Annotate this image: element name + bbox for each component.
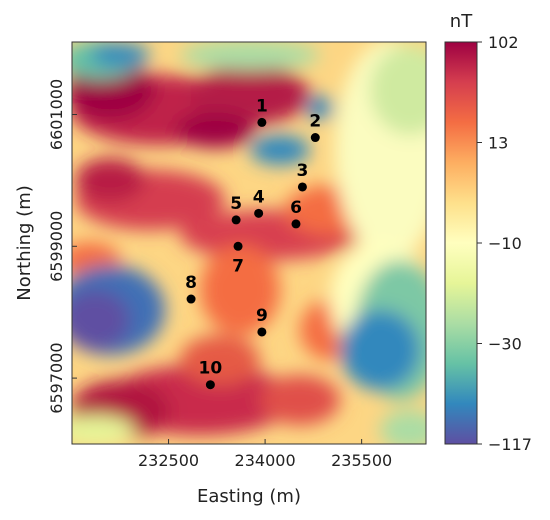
x-tick-label: 232500 [138, 451, 199, 470]
sample-point-label: 10 [199, 359, 223, 379]
sample-point-label: 4 [253, 187, 265, 207]
heatmap-field [72, 42, 426, 444]
plot-frame [71, 41, 427, 445]
x-axis-title: Easting (m) [197, 486, 301, 507]
y-axis: 6597000 6599000 6601000 [47, 79, 77, 414]
colorbar-unit: nT [450, 11, 473, 32]
sample-point-label: 9 [256, 306, 268, 326]
colorbar-tick-label: 102 [488, 33, 519, 52]
sample-point-label: 3 [296, 161, 308, 181]
sample-point-label: 6 [290, 198, 302, 218]
sample-point-10 [205, 380, 215, 390]
x-tick-label: 234000 [235, 451, 296, 470]
sample-point-7 [233, 241, 243, 251]
sample-point-2 [310, 133, 320, 143]
sample-point-4 [254, 208, 264, 218]
sample-point-label: 2 [309, 112, 321, 132]
colorbar-ticks: 102 13 −10 −30 −117 [477, 33, 532, 454]
sample-point-label: 7 [232, 256, 244, 276]
y-tick-label: 6601000 [47, 79, 66, 150]
colorbar-tick-label: −117 [488, 435, 532, 454]
sample-point-label: 5 [230, 194, 242, 214]
colorbar-tick-label: −30 [488, 335, 522, 354]
colorbar-tick-label: 13 [488, 134, 508, 153]
y-tick-label: 6597000 [47, 342, 66, 413]
sample-point-label: 8 [185, 273, 197, 293]
y-axis-title: Northing (m) [14, 185, 35, 300]
y-tick-label: 6599000 [47, 211, 66, 282]
x-tick-label: 235500 [331, 451, 392, 470]
sample-point-label: 1 [256, 96, 268, 116]
sample-point-8 [186, 294, 196, 304]
sample-point-3 [297, 182, 307, 192]
x-axis: 232500 234000 235500 [138, 439, 392, 470]
colorbar [444, 41, 478, 445]
sample-point-6 [291, 219, 301, 229]
sample-point-9 [257, 327, 267, 337]
colorbar-tick-label: −10 [488, 234, 522, 253]
sample-points: 1 2 3 45 6 7 8 9 10 [185, 96, 321, 390]
sample-point-1 [257, 117, 267, 127]
sample-point-5 [231, 215, 241, 225]
